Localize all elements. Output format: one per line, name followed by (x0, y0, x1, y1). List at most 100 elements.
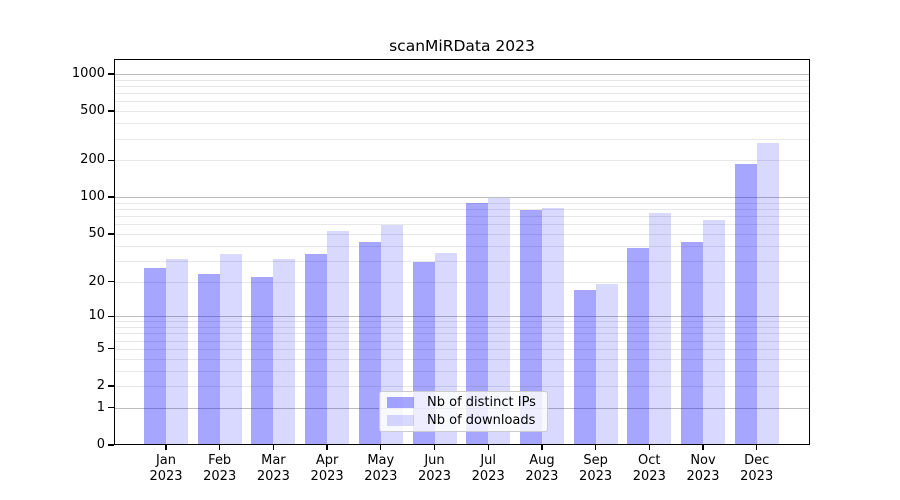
x-tick-mark (756, 445, 758, 450)
bar-distinct-ips-nov (681, 241, 703, 445)
legend-swatch-icon (387, 415, 414, 426)
bar-downloads-nov (703, 220, 725, 445)
plot-area: Nb of distinct IPs Nb of downloads (114, 59, 810, 445)
bar-downloads-jul (488, 198, 511, 445)
y-tick-label: 1 (96, 399, 105, 415)
legend-item: Nb of downloads (387, 414, 547, 427)
bar-distinct-ips-jan (144, 268, 166, 445)
x-tick-label: Mar 2023 (256, 453, 290, 484)
x-tick-label: Jul 2023 (471, 453, 505, 484)
x-tick-mark (702, 445, 704, 450)
y-tick-label: 2 (96, 378, 105, 393)
gridline-minor (114, 340, 810, 342)
gridline-major (114, 74, 810, 75)
bar-downloads-apr (327, 230, 350, 445)
gridline-minor (114, 93, 810, 95)
x-tick-label: Apr 2023 (310, 453, 344, 484)
x-tick-mark (272, 445, 275, 450)
gridline-minor (114, 138, 810, 140)
bar-distinct-ips-may (358, 241, 381, 445)
gridline-minor (114, 85, 810, 87)
gridline-minor (114, 260, 810, 262)
y-tick-mark (108, 280, 114, 283)
legend-label: Nb of distinct IPs (427, 395, 536, 410)
gridline-minor (114, 321, 810, 323)
legend-swatch-icon (387, 397, 414, 408)
y-tick-label: 0 (96, 437, 105, 452)
gridline-minor (114, 245, 810, 247)
x-tick-label: Nov 2023 (686, 453, 720, 484)
x-tick-label: Aug 2023 (525, 453, 559, 484)
gridline-minor (114, 101, 810, 103)
y-tick-label: 1000 (71, 66, 105, 81)
x-tick-mark (326, 445, 328, 450)
legend-item: Nb of distinct IPs (387, 396, 547, 409)
x-tick-label: Sep 2023 (579, 453, 613, 484)
y-tick-label: 200 (80, 152, 105, 168)
gridline-minor (114, 202, 810, 204)
gridline-minor (114, 233, 810, 235)
bar-downloads-may (380, 225, 403, 445)
bar-downloads-aug (541, 208, 564, 445)
x-tick-mark (594, 445, 597, 450)
gridline-minor (114, 370, 810, 372)
x-tick-mark (165, 445, 167, 450)
y-tick-mark (108, 444, 114, 446)
x-tick-label: Oct 2023 (632, 453, 666, 484)
x-tick-mark (648, 445, 650, 450)
bar-distinct-ips-apr (305, 254, 328, 445)
bar-distinct-ips-feb (197, 274, 220, 445)
bar-downloads-sep (595, 284, 618, 445)
gridline-minor (114, 358, 810, 360)
x-tick-mark (380, 445, 382, 450)
y-tick-mark (108, 110, 114, 112)
bar-distinct-ips-dec (734, 163, 757, 445)
gridline-major (114, 197, 810, 199)
gridline-minor (114, 216, 810, 218)
bar-downloads-mar (273, 258, 296, 445)
y-tick-label: 5 (96, 340, 105, 356)
y-tick-mark (108, 73, 114, 75)
x-tick-mark (433, 445, 436, 450)
x-tick-mark (487, 445, 489, 450)
y-tick-mark (108, 348, 114, 350)
gridline-minor (114, 327, 810, 328)
legend: Nb of distinct IPs Nb of downloads (379, 391, 548, 432)
bar-downloads-oct (649, 213, 672, 445)
x-tick-mark (219, 445, 221, 450)
y-tick-mark (108, 159, 114, 161)
x-tick-mark (541, 445, 543, 450)
y-tick-mark (108, 385, 114, 387)
x-tick-label: Feb 2023 (203, 453, 237, 484)
bar-distinct-ips-oct (627, 248, 650, 445)
y-tick-mark (108, 407, 114, 409)
gridline-minor (114, 348, 810, 350)
bar-distinct-ips-jul (466, 203, 489, 445)
gridline-minor (114, 281, 810, 283)
gridline-minor (114, 123, 810, 125)
gridline-minor (114, 224, 810, 226)
bar-downloads-dec (756, 143, 779, 445)
y-tick-mark (108, 196, 114, 198)
bar-distinct-ips-mar (251, 276, 274, 445)
x-tick-label: May 2023 (364, 453, 398, 484)
y-tick-label: 50 (88, 225, 105, 241)
bar-downloads-jan (166, 258, 188, 445)
x-tick-label: Jan 2023 (149, 453, 183, 484)
gridline-minor (114, 333, 810, 335)
y-tick-label: 10 (88, 308, 105, 324)
gridline-minor (114, 386, 810, 387)
gridline-minor (114, 209, 810, 211)
x-tick-label: Dec 2023 (740, 453, 774, 484)
bar-distinct-ips-sep (573, 289, 596, 445)
y-tick-label: 500 (80, 103, 105, 119)
y-tick-mark (108, 315, 114, 317)
y-tick-label: 20 (88, 273, 105, 289)
y-tick-label: 100 (80, 189, 105, 205)
gridline-minor (114, 79, 810, 81)
bar-distinct-ips-aug (519, 209, 542, 445)
gridline-minor (114, 160, 810, 162)
legend-label: Nb of downloads (427, 413, 536, 428)
x-tick-label: Jun 2023 (417, 453, 452, 484)
